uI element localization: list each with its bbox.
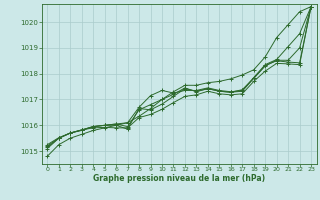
X-axis label: Graphe pression niveau de la mer (hPa): Graphe pression niveau de la mer (hPa) (93, 174, 265, 183)
